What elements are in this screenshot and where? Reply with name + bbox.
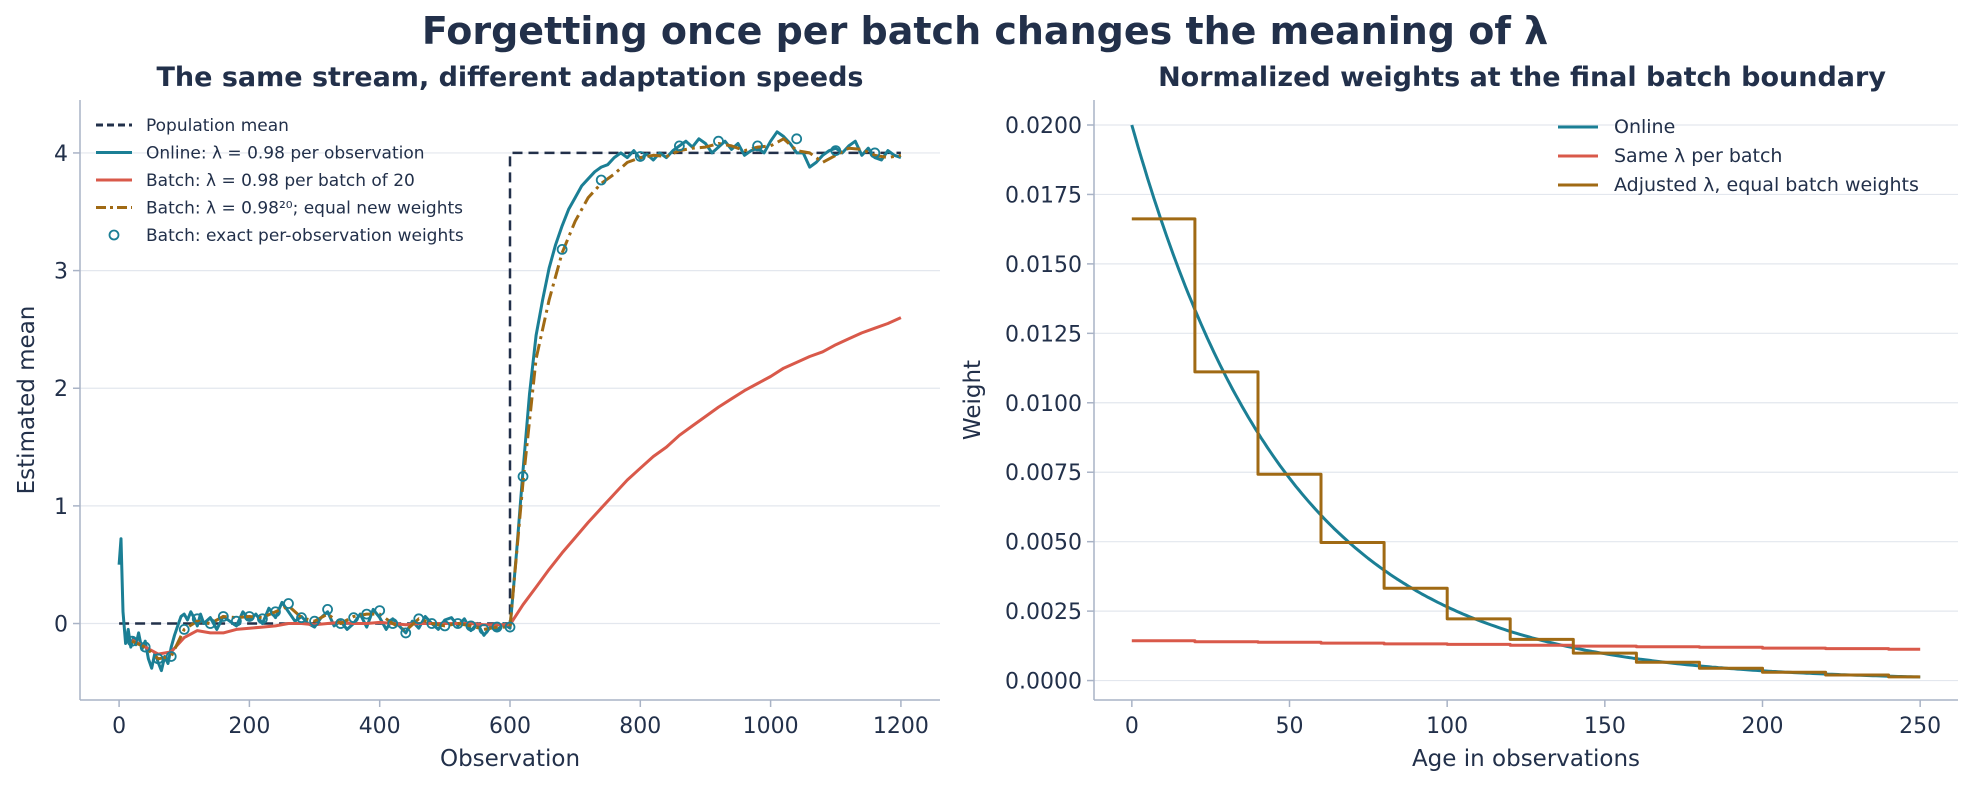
left-series-3-line	[131, 137, 902, 661]
left-series-4-marker	[426, 618, 438, 629]
left-series-4-marker	[869, 147, 881, 159]
left-ticks: 0 1 2 3 4 0 200 400 600 800 1000 1200	[54, 142, 929, 739]
left-x-label: Observation	[440, 746, 580, 772]
left-series-4-marker	[413, 613, 425, 625]
left-legend-marker	[108, 229, 120, 241]
left-legend-label: Online: λ = 0.98 per observation	[146, 144, 425, 164]
right-legend-label: Same λ per batch	[1614, 145, 1782, 167]
left-ytick-label: 4	[54, 142, 68, 167]
left-series-4-marker	[361, 608, 373, 620]
left-series	[117, 130, 902, 673]
right-xtick-label: 200	[1741, 714, 1783, 739]
right-xtick-label: 100	[1426, 714, 1468, 739]
left-xtick-label: 1000	[743, 714, 799, 739]
right-y-label: Weight	[960, 360, 986, 440]
right-ytick-label: 0.0000	[1005, 670, 1082, 695]
left-series-4-marker	[348, 612, 360, 624]
left-series-4-marker	[217, 611, 229, 622]
left-legend-label: Batch: λ = 0.98 per batch of 20	[146, 171, 415, 191]
left-legend-label: Population mean	[146, 116, 289, 136]
left-xtick-label: 400	[359, 714, 401, 739]
left-series-4-marker	[139, 641, 151, 653]
left-series-4-marker	[595, 174, 607, 186]
left-series-4-marker	[257, 613, 268, 625]
right-ticks: 0.0000 0.0025 0.0050 0.0075 0.0100 0.0125 0.01…	[1005, 114, 1941, 739]
right-xtick-label: 0	[1125, 714, 1139, 739]
left-series-4-marker	[504, 621, 516, 633]
right-ytick-label: 0.0100	[1005, 392, 1082, 417]
right-ytick-label: 0.0175	[1005, 183, 1082, 208]
left-series-4-marker	[191, 613, 203, 625]
left-chart-title: The same stream, different adaptation sp…	[157, 62, 864, 93]
right-series-2-line	[1131, 217, 1921, 679]
left-series-4-marker	[152, 653, 164, 665]
left-series-4-marker	[126, 635, 138, 647]
left-legend: Population mean Online: λ = 0.98 per obse…	[96, 116, 464, 246]
right-series-1-line	[1131, 639, 1921, 651]
right-ytick-label: 0.0200	[1005, 114, 1082, 139]
left-series-4-marker	[439, 620, 451, 632]
right-ytick-label: 0.0075	[1005, 461, 1082, 486]
left-xtick-label: 200	[228, 714, 270, 739]
right-gridlines	[1094, 124, 1958, 682]
right-chart: Normalized weights at the final batch bo…	[960, 62, 1958, 772]
right-xtick-label: 250	[1899, 714, 1941, 739]
left-y-label: Estimated mean	[14, 306, 40, 495]
left-series-4-marker	[387, 618, 399, 629]
left-legend-label: Batch: exact per-observation weights	[146, 226, 464, 246]
right-series-0-line	[1130, 124, 1921, 679]
right-xtick-label: 50	[1276, 714, 1304, 739]
left-ytick-label: 0	[54, 613, 68, 638]
right-series	[1130, 124, 1921, 679]
left-xtick-label: 0	[112, 714, 126, 739]
left-ytick-label: 2	[54, 377, 68, 402]
right-chart-title: Normalized weights at the final batch bo…	[1158, 62, 1886, 93]
left-series-4-marker	[517, 471, 529, 482]
left-legend-label: Batch: λ = 0.98²⁰; equal new weights	[146, 199, 463, 219]
left-series-4-marker	[270, 606, 281, 618]
right-ytick-label: 0.0050	[1005, 531, 1082, 556]
right-legend-label: Adjusted λ, equal batch weights	[1614, 174, 1919, 196]
left-series-4-marker	[830, 145, 842, 156]
left-chart: The same stream, different adaptation sp…	[14, 62, 940, 772]
left-xtick-label: 1200	[873, 714, 929, 739]
left-series-4-marker	[491, 621, 503, 633]
left-xtick-label: 800	[619, 714, 661, 739]
left-series-4-marker	[178, 624, 190, 635]
left-series-4-marker	[713, 135, 724, 147]
right-ytick-label: 0.0125	[1005, 322, 1082, 347]
left-series-4-marker	[204, 618, 216, 629]
left-series-4-marker	[335, 618, 347, 629]
right-ytick-label: 0.0025	[1005, 600, 1082, 625]
right-x-label: Age in observations	[1412, 746, 1640, 772]
left-series-4-marker	[309, 615, 320, 627]
left-series-4-marker	[283, 598, 294, 609]
right-legend-label: Online	[1614, 116, 1675, 138]
left-series-4-marker	[673, 140, 685, 152]
left-series-4-marker	[452, 618, 464, 629]
right-legend: Online Same λ per batch Adjusted λ, equal …	[1558, 116, 1919, 196]
left-series-4-marker	[296, 612, 307, 624]
left-ytick-label: 3	[54, 260, 68, 285]
left-series-4-marker	[478, 624, 490, 635]
left-series-4-marker	[243, 611, 255, 622]
left-series-4-marker	[556, 244, 568, 255]
left-series-4-marker	[374, 605, 386, 616]
left-series-4-marker	[322, 604, 333, 615]
left-xtick-label: 600	[489, 714, 531, 739]
left-series-4-marker	[634, 151, 646, 162]
left-series-4-marker	[165, 651, 177, 662]
left-ytick-label: 1	[54, 495, 68, 520]
left-series-4-marker	[791, 133, 803, 145]
left-series-2-line	[131, 316, 902, 656]
right-ytick-label: 0.0150	[1005, 253, 1082, 278]
right-xtick-label: 150	[1584, 714, 1626, 739]
left-series-4-marker	[230, 615, 242, 627]
left-series-4-marker	[752, 140, 763, 152]
left-series-4-marker	[465, 620, 477, 632]
left-series-4-marker	[400, 627, 412, 639]
figure-title: Forgetting once per batch changes the me…	[422, 9, 1548, 53]
